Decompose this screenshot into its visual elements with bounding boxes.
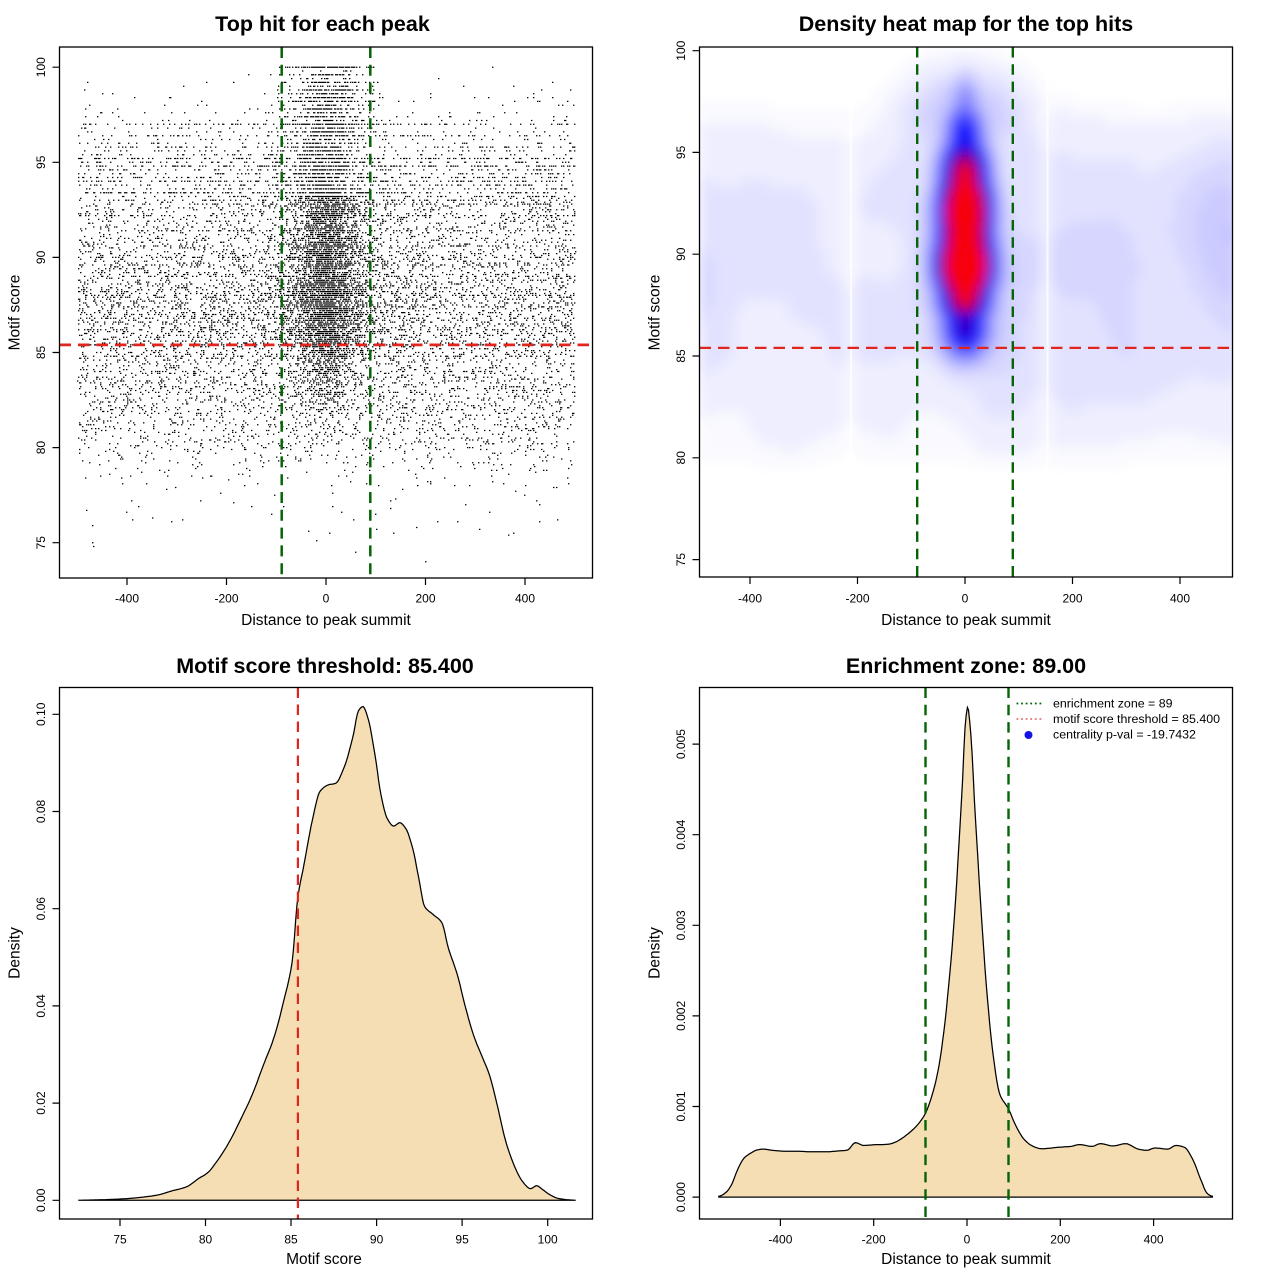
svg-text:0.000: 0.000 (674, 1182, 688, 1212)
svg-text:Motif score: Motif score (286, 1251, 362, 1268)
svg-text:0: 0 (323, 591, 330, 605)
svg-text:Distance to peak summit: Distance to peak summit (881, 612, 1051, 629)
svg-text:75: 75 (113, 1232, 127, 1246)
svg-text:motif score threshold = 85.400: motif score threshold = 85.400 (1053, 712, 1220, 726)
svg-text:85: 85 (34, 346, 48, 360)
svg-text:0.003: 0.003 (674, 910, 688, 940)
svg-text:80: 80 (674, 451, 688, 465)
svg-text:85: 85 (674, 349, 688, 363)
svg-text:Distance to peak summit: Distance to peak summit (241, 612, 411, 629)
svg-text:80: 80 (199, 1232, 213, 1246)
svg-text:-400: -400 (115, 591, 139, 605)
svg-text:0.02: 0.02 (34, 1091, 48, 1115)
svg-text:-200: -200 (845, 591, 869, 605)
svg-text:75: 75 (34, 536, 48, 550)
svg-text:0.004: 0.004 (674, 819, 688, 849)
svg-text:Distance to peak summit: Distance to peak summit (881, 1251, 1051, 1268)
svg-text:400: 400 (1170, 591, 1190, 605)
svg-text:Density: Density (7, 927, 24, 979)
svg-text:-400: -400 (738, 591, 762, 605)
svg-text:0.005: 0.005 (674, 729, 688, 759)
svg-text:0.06: 0.06 (34, 897, 48, 921)
svg-text:200: 200 (1062, 591, 1082, 605)
svg-text:85: 85 (284, 1232, 298, 1246)
svg-text:0: 0 (964, 1232, 971, 1246)
svg-text:100: 100 (674, 40, 688, 60)
svg-text:90: 90 (370, 1232, 384, 1246)
svg-text:0.08: 0.08 (34, 799, 48, 823)
svg-text:90: 90 (34, 250, 48, 264)
svg-text:95: 95 (674, 145, 688, 159)
svg-text:200: 200 (415, 591, 435, 605)
svg-text:enrichment zone = 89: enrichment zone = 89 (1053, 697, 1173, 711)
svg-text:Motif score: Motif score (7, 275, 24, 351)
svg-text:400: 400 (515, 591, 535, 605)
svg-text:-200: -200 (862, 1232, 886, 1246)
svg-text:0.04: 0.04 (34, 994, 48, 1018)
svg-text:200: 200 (1050, 1232, 1070, 1246)
svg-text:100: 100 (34, 57, 48, 77)
svg-text:Density heat map for the top h: Density heat map for the top hits (799, 12, 1134, 36)
svg-text:-400: -400 (768, 1232, 792, 1246)
svg-text:80: 80 (34, 441, 48, 455)
svg-text:Enrichment zone: 89.00: Enrichment zone: 89.00 (846, 654, 1086, 678)
svg-text:0.002: 0.002 (674, 1001, 688, 1031)
svg-text:Motif score: Motif score (647, 275, 664, 351)
svg-text:95: 95 (455, 1232, 469, 1246)
svg-text:Density: Density (647, 927, 664, 979)
svg-text:Top hit for each peak: Top hit for each peak (215, 12, 430, 36)
svg-text:centrality p-val = -19.7432: centrality p-val = -19.7432 (1053, 728, 1196, 742)
svg-text:-200: -200 (214, 591, 238, 605)
svg-text:0: 0 (962, 591, 969, 605)
svg-text:95: 95 (34, 155, 48, 169)
svg-text:0.001: 0.001 (674, 1091, 688, 1121)
svg-text:400: 400 (1144, 1232, 1164, 1246)
svg-text:0.10: 0.10 (34, 702, 48, 726)
svg-text:75: 75 (674, 553, 688, 567)
svg-text:100: 100 (538, 1232, 558, 1246)
svg-text:90: 90 (674, 247, 688, 261)
svg-text:0.00: 0.00 (34, 1188, 48, 1212)
svg-text:Motif score threshold: 85.400: Motif score threshold: 85.400 (176, 654, 474, 678)
